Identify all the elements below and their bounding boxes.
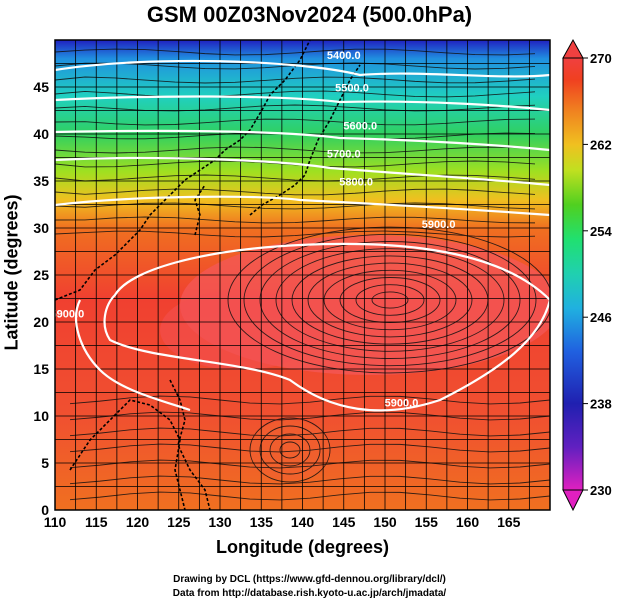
colorbar: 230 238 246 254 262 270 [562, 38, 612, 512]
streamline [269, 433, 311, 467]
streamline [323, 269, 457, 331]
height-contours [55, 59, 550, 412]
streamline [243, 233, 537, 367]
x-tick-label: 165 [497, 514, 521, 530]
credit-drawing: Drawing by DCL (https://www.gfd-dennou.o… [173, 574, 446, 585]
contour-label: 5500.0 [335, 83, 369, 95]
x-tick-label: 120 [126, 514, 150, 530]
colorbar-min-arrow [562, 489, 584, 512]
credit-data: Data from http://database.rish.kyoto-u.a… [172, 588, 447, 599]
y-tick-label: 30 [33, 220, 49, 236]
coastlines [55, 40, 361, 510]
streamline [69, 459, 550, 469]
streamline [55, 76, 536, 84]
streamline [69, 475, 550, 485]
x-axis-label: Longitude (degrees) [215, 537, 389, 557]
streamline [275, 248, 505, 352]
x-tick-label: 150 [373, 514, 397, 530]
x-tick-label: 125 [167, 514, 191, 530]
contour-label: 5900.0 [385, 398, 419, 410]
contour-label: 5900.0 [51, 308, 85, 320]
streamline [55, 216, 536, 224]
colorbar-tick-label: 254 [590, 224, 612, 239]
streamline [55, 90, 536, 98]
contour-labels: 5400.0 5500.0 5600.0 5700.0 5800.0 5900.0 5900… [51, 50, 456, 410]
chart-title: GSM 00Z03Nov2024 (500.0hPa) [146, 2, 473, 27]
colorbar-tick-label: 230 [590, 483, 612, 498]
y-axis-ticks: 0 5 10 15 20 25 30 35 40 45 [33, 79, 49, 518]
plot-frame [54, 39, 551, 511]
grid-lines [55, 40, 550, 510]
streamline [69, 491, 550, 501]
streamline [279, 441, 301, 459]
contour-label: 5600.0 [343, 120, 377, 132]
y-tick-label: 45 [33, 79, 49, 95]
colorbar-ticks: 230 238 246 254 262 270 [583, 51, 612, 498]
streamline [339, 277, 441, 323]
x-tick-label: 145 [332, 514, 356, 530]
colorbar-tick-label: 238 [590, 397, 612, 412]
streamline [259, 425, 321, 475]
y-tick-label: 35 [33, 173, 49, 189]
streamline [307, 262, 473, 338]
colorbar-max-arrow [562, 38, 584, 59]
y-tick-label: 5 [41, 455, 49, 471]
streamline [249, 417, 331, 483]
x-axis-ticks: 110 115 120 125 130 135 140 145 150 155 160 165 [44, 514, 521, 530]
streamline [55, 146, 536, 154]
colorbar-tick-label: 270 [590, 51, 612, 66]
contour-label: 5800.0 [339, 177, 373, 189]
y-tick-label: 25 [33, 267, 49, 283]
y-tick-label: 0 [41, 502, 49, 518]
y-tick-label: 20 [33, 314, 49, 330]
streamline [55, 188, 536, 196]
y-tick-label: 15 [33, 361, 49, 377]
streamline [371, 291, 409, 309]
x-tick-label: 140 [291, 514, 315, 530]
x-tick-label: 110 [44, 514, 67, 530]
y-tick-label: 10 [33, 408, 49, 424]
streamline [55, 174, 536, 182]
streamline [69, 411, 550, 421]
streamline [55, 118, 536, 126]
wind-streamlines [55, 48, 550, 501]
x-tick-label: 135 [250, 514, 274, 530]
streamline [55, 104, 536, 112]
contour-label: 5700.0 [327, 149, 361, 161]
x-tick-label: 115 [85, 514, 108, 530]
map-field: 5400.0 5500.0 5600.0 5700.0 5800.0 5900.0 5900… [51, 40, 550, 510]
streamline [355, 284, 425, 316]
streamline [259, 241, 521, 359]
streamline [55, 48, 536, 56]
colorbar-tick-label: 246 [590, 310, 612, 325]
y-axis-label: Latitude (degrees) [1, 194, 22, 351]
x-tick-label: 160 [456, 514, 480, 530]
streamline [227, 226, 550, 374]
colorbar-tick-label: 262 [590, 137, 612, 152]
streamline [69, 427, 550, 437]
y-tick-label: 40 [33, 126, 49, 142]
x-tick-label: 155 [415, 514, 439, 530]
x-tick-label: 130 [208, 514, 232, 530]
contour-label: 5900.0 [422, 219, 456, 231]
contour-label: 5400.0 [327, 50, 361, 62]
streamline [55, 230, 536, 238]
